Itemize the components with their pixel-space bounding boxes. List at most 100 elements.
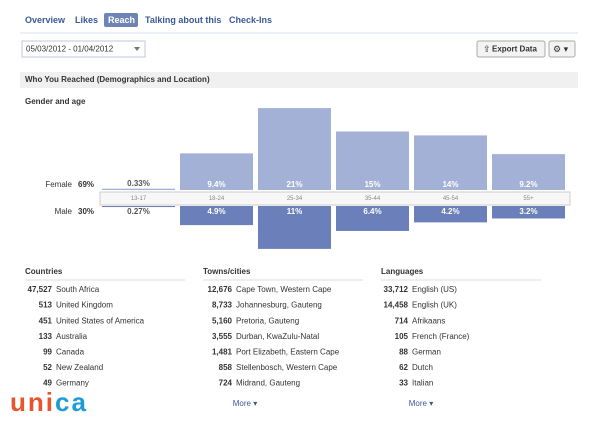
- age-label: 18-24: [209, 196, 225, 202]
- settings-button[interactable]: [548, 40, 576, 58]
- date-range[interactable]: 05/03/2012 - 01/04/2012: [26, 45, 114, 54]
- list-name: Germany: [56, 379, 89, 388]
- male-bar: [258, 206, 331, 249]
- list-name: Italian: [412, 379, 433, 388]
- more-link[interactable]: More ▾: [233, 399, 257, 408]
- active-tab-bg: [104, 13, 138, 27]
- list-name: Stellenbosch, Western Cape: [236, 363, 338, 372]
- female-bar: [492, 154, 565, 190]
- female-value-label: 14%: [442, 180, 458, 189]
- list-name: Port Elizabeth, Eastern Cape: [236, 348, 340, 357]
- male-bar: [414, 206, 487, 223]
- list-name: Pretoria, Gauteng: [236, 316, 299, 325]
- gear-icon: ⚙ ▾: [553, 44, 569, 54]
- male-value-label: 4.9%: [207, 207, 225, 216]
- tab[interactable]: Check-Ins: [229, 15, 272, 25]
- list-count: 12,676: [208, 285, 233, 294]
- export-label[interactable]: Export Data: [492, 45, 537, 54]
- list-count: 451: [39, 316, 53, 325]
- tab[interactable]: Reach: [108, 15, 135, 25]
- male-bar: [336, 206, 409, 231]
- list-count: 8,733: [212, 301, 233, 310]
- list-count: 513: [39, 301, 53, 310]
- export-button[interactable]: [476, 40, 546, 58]
- section-title: Who You Reached (Demographics and Locati…: [25, 75, 210, 84]
- female-label: Female: [45, 180, 72, 189]
- list-name: Canada: [56, 348, 85, 357]
- female-value-label: 0.33%: [127, 179, 150, 188]
- list-name: Johannesburg, Gauteng: [236, 301, 322, 310]
- list-name: United Kingdom: [56, 301, 113, 310]
- list-name: Midrand, Gauteng: [236, 379, 300, 388]
- list-name: New Zealand: [56, 363, 103, 372]
- list-name: United States of America: [56, 316, 145, 325]
- list-count: 99: [43, 348, 52, 357]
- male-total: 30%: [78, 207, 94, 216]
- list-name: Australia: [56, 332, 88, 341]
- list-count: 858: [219, 363, 233, 372]
- list-count: 714: [395, 316, 409, 325]
- male-bar: [180, 206, 253, 226]
- male-value-label: 11%: [287, 207, 303, 216]
- female-total: 69%: [78, 180, 94, 189]
- list-name: French (France): [412, 332, 470, 341]
- tab[interactable]: Overview: [25, 15, 66, 25]
- list-count: 88: [399, 348, 408, 357]
- date-dropdown[interactable]: [21, 40, 146, 58]
- age-label: 35-44: [365, 196, 381, 202]
- list-count: 47,527: [28, 285, 53, 294]
- list-count: 52: [43, 363, 52, 372]
- section-header: [20, 72, 578, 88]
- list-name: Cape Town, Western Cape: [236, 285, 332, 294]
- male-bar: [492, 206, 565, 219]
- male-label: Male: [55, 207, 73, 216]
- list-count: 5,160: [212, 316, 233, 325]
- list-count: 33,712: [384, 285, 409, 294]
- tab[interactable]: Talking about this: [145, 15, 221, 25]
- list-name: Dutch: [412, 363, 433, 372]
- list-title: Languages: [381, 267, 424, 276]
- female-value-label: 15%: [364, 180, 380, 189]
- male-bar: [102, 206, 175, 208]
- more-link[interactable]: More ▾: [409, 399, 433, 408]
- list-name: English (US): [412, 285, 457, 294]
- female-bar: [414, 135, 487, 190]
- list-title: Towns/cities: [203, 267, 251, 276]
- female-bar: [258, 108, 331, 190]
- chart-title: Gender and age: [25, 97, 86, 106]
- list-name: Afrikaans: [412, 316, 445, 325]
- list-name: South Africa: [56, 285, 100, 294]
- list-count: 49: [43, 379, 52, 388]
- age-label: 25-34: [287, 196, 303, 202]
- dropdown-arrow: [134, 47, 140, 51]
- export-icon: ⇪: [483, 44, 491, 54]
- list-count: 724: [219, 379, 233, 388]
- list-count: 1,481: [212, 348, 233, 357]
- female-value-label: 9.2%: [519, 180, 537, 189]
- tab[interactable]: Likes: [75, 15, 98, 25]
- age-label: 13-17: [131, 196, 147, 202]
- male-value-label: 6.4%: [363, 207, 381, 216]
- list-count: 33: [399, 379, 408, 388]
- list-count: 105: [395, 332, 409, 341]
- age-label: 55+: [523, 196, 534, 202]
- female-bar: [102, 188, 175, 190]
- male-value-label: 0.27%: [127, 207, 150, 216]
- list-count: 14,458: [384, 301, 409, 310]
- male-value-label: 4.2%: [441, 207, 459, 216]
- list-name: German: [412, 348, 441, 357]
- age-label: 45-54: [443, 196, 459, 202]
- female-value-label: 21%: [286, 180, 302, 189]
- list-title: Countries: [25, 267, 63, 276]
- list-name: English (UK): [412, 301, 457, 310]
- female-value-label: 9.4%: [207, 180, 225, 189]
- age-strip: [99, 191, 571, 206]
- list-count: 3,555: [212, 332, 233, 341]
- list-count: 62: [399, 363, 408, 372]
- female-bar: [180, 153, 253, 190]
- male-value-label: 3.2%: [519, 207, 537, 216]
- watermark-logo: unica: [10, 387, 88, 417]
- list-name: Durban, KwaZulu-Natal: [236, 332, 319, 341]
- female-bar: [336, 131, 409, 190]
